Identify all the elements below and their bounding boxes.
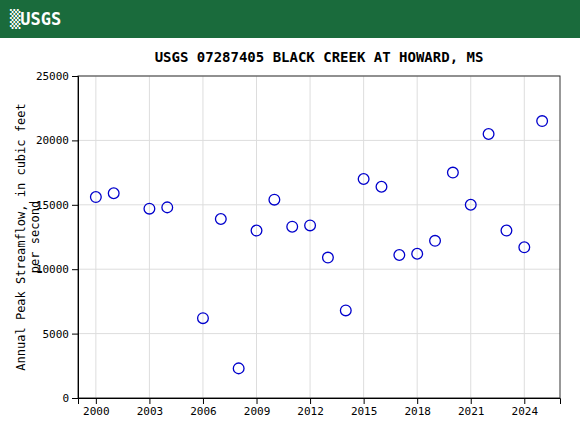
point	[394, 250, 405, 261]
grid-line-x	[363, 76, 364, 398]
y-axis-tick-label: 25000	[36, 70, 69, 83]
y-axis-tick-mark	[72, 76, 78, 77]
point	[340, 305, 351, 316]
y-axis-tick: 10000	[36, 263, 78, 276]
grid-line-x	[202, 76, 203, 398]
point	[501, 225, 512, 236]
x-axis-tick: 2021	[458, 398, 485, 418]
x-axis-tick: 2015	[351, 398, 378, 418]
plot: 2000 2003 2006 2009 2012 2015 2018 2021 2024 0 500…	[36, 70, 561, 418]
point	[412, 248, 423, 259]
y-axis-tick: 15000	[36, 199, 78, 212]
grid-line-x	[310, 76, 311, 398]
x-axis-tick-mark	[524, 398, 525, 404]
x-axis-tick-label: 2015	[351, 405, 378, 418]
point	[305, 220, 316, 231]
x-axis-tick: 2009	[244, 398, 271, 418]
grid-line-y	[78, 140, 560, 141]
x-axis-tick: 2000	[83, 398, 110, 418]
header-logo: ▒USGS	[10, 9, 61, 30]
x-axis-tick-mark	[96, 398, 97, 404]
grid-line-y	[78, 333, 560, 334]
y-axis-tick-label: 20000	[36, 134, 69, 147]
x-axis-line	[79, 399, 561, 405]
y-axis-tick-mark	[72, 398, 78, 399]
grid-line-y	[78, 269, 560, 270]
point	[269, 194, 280, 205]
y-axis-line	[72, 77, 79, 399]
y-axis: 0 5000 10000 15000 20000 25000	[36, 70, 79, 405]
x-axis-tick-mark	[149, 398, 150, 404]
grid-line-x	[524, 76, 525, 398]
y-axis-tick-label: 5000	[43, 328, 70, 341]
point	[90, 192, 101, 203]
point	[483, 129, 494, 140]
grid-line-y	[78, 204, 560, 205]
x-axis-tick-label: 2018	[404, 405, 431, 418]
point	[108, 188, 119, 199]
grid-line-x	[417, 76, 418, 398]
point	[430, 236, 441, 247]
x-axis-tick: 2024	[512, 398, 539, 418]
x-axis-tick-mark	[203, 398, 204, 404]
x-axis-tick-label: 2006	[190, 405, 217, 418]
point	[251, 225, 262, 236]
x-axis-tick: 2006	[190, 398, 217, 418]
y-axis-title-line: per second	[28, 201, 42, 273]
x-axis-tick: 2012	[297, 398, 324, 418]
y-axis-tick-mark	[72, 140, 78, 141]
grid-line-x	[470, 76, 471, 398]
x-axis-tick-mark	[417, 398, 418, 404]
points	[90, 116, 547, 374]
point	[287, 221, 298, 232]
y-axis-tick: 0	[62, 392, 78, 405]
x-axis-tick: 2003	[137, 398, 164, 418]
grid-line-x	[149, 76, 150, 398]
y-axis-tick-mark	[72, 334, 78, 335]
point	[323, 252, 334, 263]
y-axis-title: Annual Peak Streamflow, in cubic feetper…	[14, 103, 42, 370]
x-axis-tick-mark	[257, 398, 258, 404]
y-axis-tick: 25000	[36, 70, 78, 83]
header-bar	[0, 0, 580, 38]
y-axis-tick-mark	[72, 269, 78, 270]
grid-line-x	[256, 76, 257, 398]
point	[215, 214, 226, 225]
point	[465, 199, 476, 210]
point	[448, 167, 459, 178]
x-axis-tick-label: 2003	[137, 405, 164, 418]
x-axis-tick-mark	[310, 398, 311, 404]
x-axis-tick-label: 2021	[458, 405, 485, 418]
point	[198, 313, 209, 324]
point	[144, 203, 155, 214]
grid-line-x	[95, 76, 96, 398]
y-axis-tick: 5000	[43, 328, 79, 341]
point	[358, 174, 369, 185]
plot-frame	[78, 76, 560, 398]
point	[233, 363, 244, 374]
point	[376, 181, 387, 192]
y-axis-title-line: Annual Peak Streamflow, in cubic feet	[14, 103, 28, 370]
title: USGS 07287405 BLACK CREEK AT HOWARD, MS	[155, 49, 484, 65]
x-axis-tick-label: 2000	[83, 405, 110, 418]
x-axis-tick: 2018	[404, 398, 431, 418]
x-axis: 2000 2003 2006 2009 2012 2015 2018 2021 2024	[79, 398, 561, 418]
grid	[78, 76, 560, 398]
x-axis-tick-label: 2024	[512, 405, 539, 418]
point	[537, 116, 548, 127]
x-axis-tick-label: 2012	[297, 405, 324, 418]
y-axis-tick-label: 0	[62, 392, 69, 405]
x-axis-tick-mark	[364, 398, 365, 404]
x-axis-tick-mark	[471, 398, 472, 404]
point	[519, 242, 530, 253]
chart: ▒USGS USGS 07287405 BLACK CREEK AT HOWARD…	[0, 0, 580, 430]
y-axis-tick-mark	[72, 205, 78, 206]
point	[162, 202, 173, 213]
y-axis-tick: 20000	[36, 134, 78, 147]
x-axis-tick-label: 2009	[244, 405, 271, 418]
